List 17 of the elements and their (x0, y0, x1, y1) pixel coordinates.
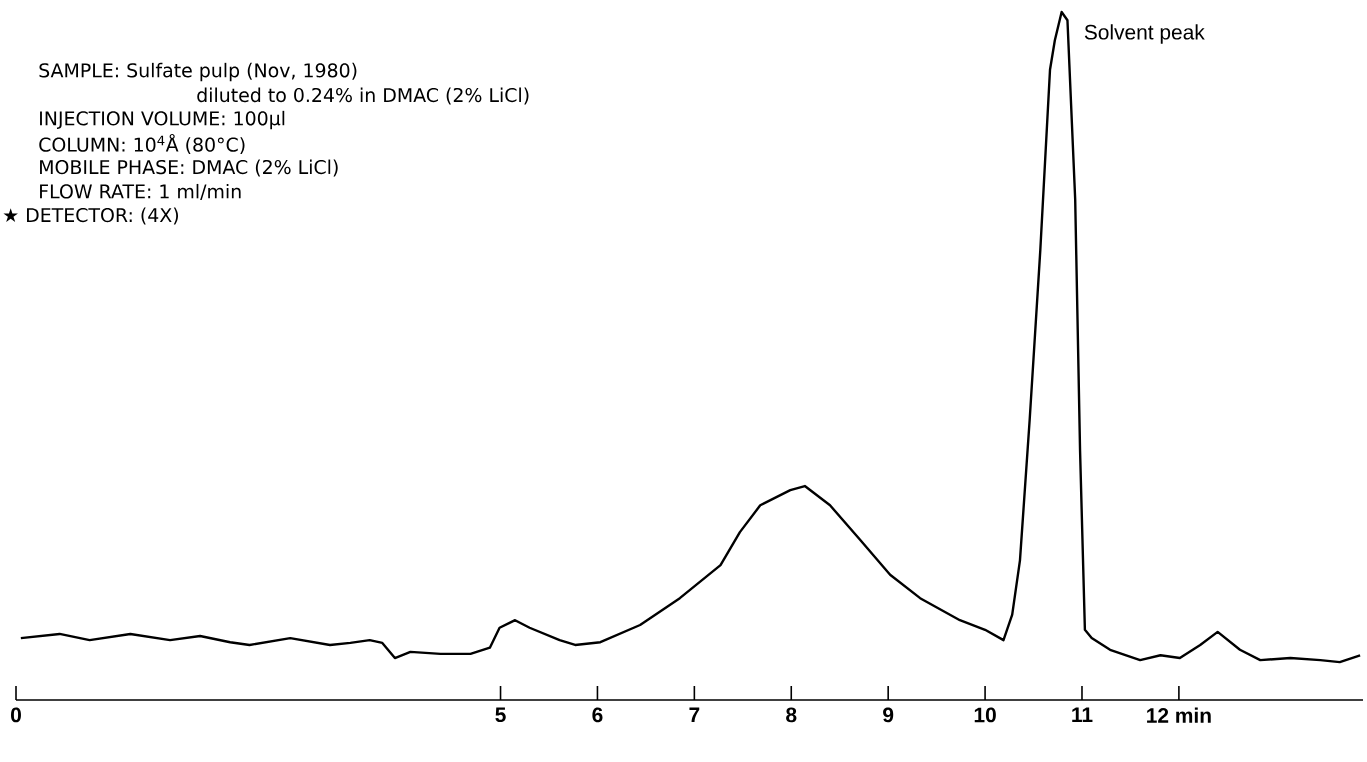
annotation: COLUMN: 10$^{4}$Å (80°C) (39, 133, 245, 155)
x-tick-label: 8 (786, 707, 797, 723)
annotation: INJECTION VOLUME: 100µl (40, 110, 285, 130)
x-tick-label: 11 (1072, 707, 1093, 722)
x-tick-label: 7 (689, 707, 700, 722)
annotation: ★ DETECTOR: (4X) (3, 207, 179, 225)
x-tick-label: 10 (974, 707, 996, 723)
annotation: diluted to 0.24% in DMAC (2% LiCl) (197, 87, 529, 105)
annotation: MOBILE PHASE: DMAC (2% LiCl) (40, 159, 338, 177)
annotation: SAMPLE: Sulfate pulp (Nov, 1980) (39, 62, 357, 82)
x-tick-label: 0 (11, 707, 21, 723)
x-tick-label: 12 min (1147, 707, 1211, 723)
x-tick-label: 6 (592, 707, 603, 723)
x-tick-label: 5 (495, 707, 506, 723)
annotation: Solvent peak (1084, 24, 1205, 44)
x-tick-label: 9 (883, 707, 894, 723)
annotation: FLOW RATE: 1 ml/min (40, 183, 241, 201)
